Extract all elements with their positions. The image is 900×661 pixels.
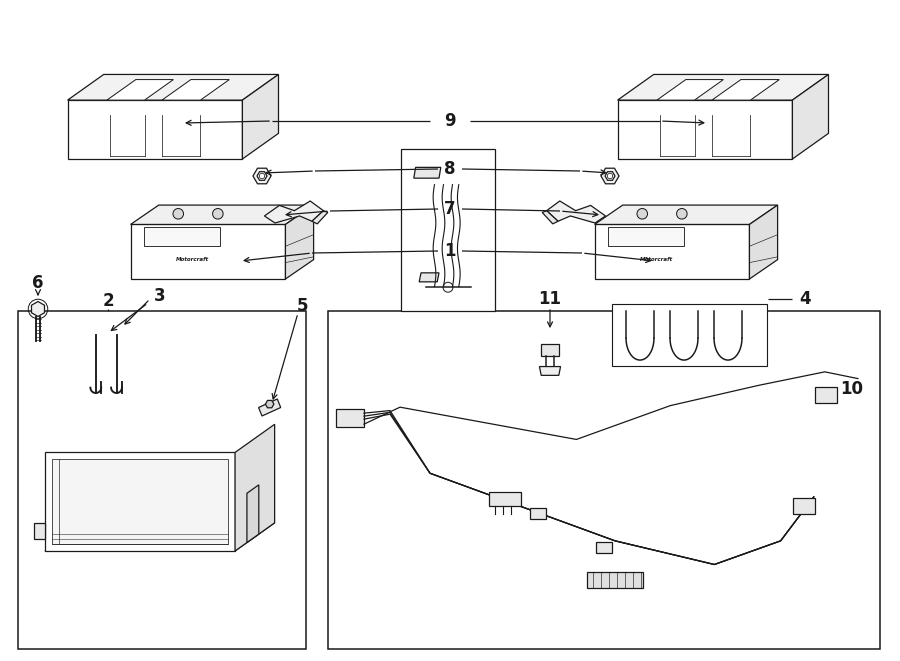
Polygon shape — [712, 79, 779, 100]
Circle shape — [428, 169, 436, 176]
Text: 7: 7 — [445, 200, 455, 218]
Polygon shape — [265, 201, 323, 223]
Text: 9: 9 — [445, 112, 455, 130]
Polygon shape — [546, 201, 606, 223]
Circle shape — [443, 282, 453, 292]
Circle shape — [212, 208, 223, 219]
Polygon shape — [258, 399, 281, 416]
Text: 8: 8 — [445, 160, 455, 178]
Bar — [328, 311, 880, 649]
Text: Motorcraft: Motorcraft — [640, 257, 673, 262]
Polygon shape — [253, 168, 271, 184]
Polygon shape — [750, 205, 778, 279]
Polygon shape — [285, 205, 313, 279]
Polygon shape — [107, 79, 174, 100]
Bar — [400, 149, 495, 311]
Polygon shape — [235, 424, 274, 551]
Polygon shape — [608, 227, 684, 247]
Polygon shape — [312, 211, 328, 224]
Text: 11: 11 — [538, 290, 562, 308]
Text: 3: 3 — [154, 287, 166, 305]
Polygon shape — [489, 492, 520, 506]
Polygon shape — [414, 167, 441, 178]
Polygon shape — [336, 409, 364, 427]
Polygon shape — [130, 205, 313, 225]
Polygon shape — [595, 225, 750, 279]
Polygon shape — [542, 211, 558, 224]
Bar — [612, 304, 767, 366]
Text: 5: 5 — [296, 297, 308, 315]
Polygon shape — [162, 79, 230, 100]
Polygon shape — [45, 523, 274, 551]
Polygon shape — [617, 100, 792, 159]
Circle shape — [419, 169, 427, 176]
Circle shape — [677, 208, 687, 219]
Polygon shape — [596, 541, 612, 553]
Text: 10: 10 — [841, 380, 863, 398]
Polygon shape — [595, 205, 778, 225]
Circle shape — [156, 493, 163, 500]
Polygon shape — [257, 172, 267, 180]
Polygon shape — [68, 100, 242, 159]
Polygon shape — [792, 75, 829, 159]
Polygon shape — [130, 225, 285, 279]
Polygon shape — [145, 227, 220, 247]
Circle shape — [608, 173, 613, 178]
Polygon shape — [539, 367, 561, 375]
Text: Motorcraft: Motorcraft — [176, 257, 209, 262]
Polygon shape — [419, 273, 439, 282]
Polygon shape — [814, 387, 837, 403]
Polygon shape — [242, 75, 278, 159]
Polygon shape — [52, 459, 228, 544]
Polygon shape — [34, 524, 45, 539]
Text: 6: 6 — [32, 274, 44, 292]
Polygon shape — [266, 401, 274, 408]
Polygon shape — [541, 344, 559, 356]
Polygon shape — [530, 508, 545, 519]
Polygon shape — [601, 168, 619, 184]
Polygon shape — [45, 452, 235, 551]
Circle shape — [637, 208, 647, 219]
Polygon shape — [605, 172, 615, 180]
Circle shape — [36, 527, 43, 535]
Circle shape — [173, 208, 184, 219]
Polygon shape — [32, 301, 44, 317]
Text: 2: 2 — [103, 292, 113, 310]
Polygon shape — [657, 79, 724, 100]
Polygon shape — [793, 498, 814, 514]
Polygon shape — [617, 75, 829, 100]
Polygon shape — [247, 485, 259, 543]
Polygon shape — [68, 75, 278, 100]
Text: 4: 4 — [799, 290, 811, 308]
Bar — [18, 311, 306, 649]
Circle shape — [259, 173, 265, 178]
Polygon shape — [587, 572, 643, 588]
Circle shape — [87, 492, 97, 502]
Text: 1: 1 — [445, 242, 455, 260]
